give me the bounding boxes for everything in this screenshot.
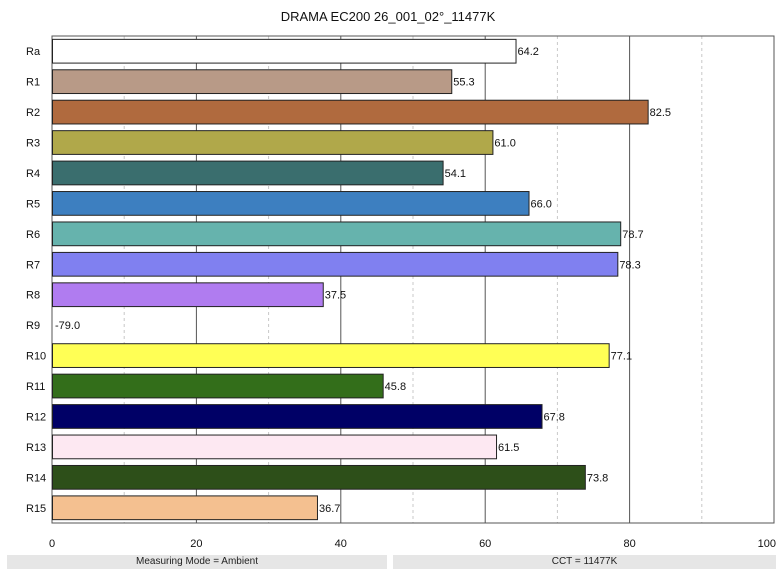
plot-frame bbox=[51, 35, 775, 524]
bar-r2 bbox=[52, 99, 649, 125]
value-label: 61.0 bbox=[494, 138, 515, 150]
measuring-mode-label: Measuring Mode = Ambient bbox=[7, 555, 387, 569]
bar-r12 bbox=[52, 404, 543, 429]
bar-r5 bbox=[52, 191, 530, 216]
category-label: R14 bbox=[26, 472, 46, 484]
bar-r15 bbox=[52, 495, 318, 521]
value-label: 36.7 bbox=[319, 503, 340, 515]
value-label: 78.7 bbox=[622, 229, 643, 241]
cct-label: CCT = 11477K bbox=[393, 555, 776, 569]
x-tick-label: 60 bbox=[479, 538, 491, 550]
bar-r14 bbox=[52, 464, 586, 490]
category-label: R5 bbox=[26, 198, 40, 210]
value-label: -79.0 bbox=[55, 320, 80, 332]
category-label: R12 bbox=[26, 411, 46, 423]
bar-ra bbox=[52, 38, 517, 64]
value-label: 54.1 bbox=[445, 168, 466, 180]
category-label: R3 bbox=[26, 138, 40, 150]
value-label: 61.5 bbox=[498, 442, 519, 454]
value-label: 37.5 bbox=[325, 290, 346, 302]
bar-r4 bbox=[52, 160, 444, 186]
value-label: 64.2 bbox=[518, 46, 539, 58]
category-label: R1 bbox=[26, 77, 40, 89]
value-label: 67.8 bbox=[544, 411, 565, 423]
bar-r1 bbox=[52, 69, 453, 95]
x-tick-label: 20 bbox=[190, 538, 202, 550]
category-label: R9 bbox=[26, 320, 40, 332]
value-label: 66.0 bbox=[531, 198, 552, 210]
category-label: R6 bbox=[26, 229, 40, 241]
bar-r8 bbox=[52, 282, 324, 308]
x-tick-label: 80 bbox=[623, 538, 635, 550]
chart-title: DRAMA EC200 26_001_02°_11477K bbox=[280, 9, 496, 24]
x-tick-label: 100 bbox=[758, 538, 776, 550]
bar-r13 bbox=[52, 434, 498, 460]
category-label: R11 bbox=[26, 381, 45, 393]
bar-r6 bbox=[52, 221, 622, 247]
category-label: R4 bbox=[26, 168, 40, 180]
value-label: 55.3 bbox=[453, 77, 474, 89]
bar-r10 bbox=[52, 343, 610, 368]
category-label: R2 bbox=[26, 107, 40, 119]
bar-r7 bbox=[52, 251, 619, 277]
category-label: R13 bbox=[26, 442, 46, 454]
value-label: 78.3 bbox=[619, 259, 640, 271]
category-label: R10 bbox=[26, 351, 46, 363]
value-label: 77.1 bbox=[611, 351, 632, 363]
value-label: 82.5 bbox=[650, 107, 671, 119]
category-label: R8 bbox=[26, 290, 40, 302]
category-label: R7 bbox=[26, 259, 40, 271]
x-tick-label: 40 bbox=[335, 538, 347, 550]
category-label: Ra bbox=[26, 46, 41, 58]
category-label: R15 bbox=[26, 503, 46, 515]
bar-r3 bbox=[52, 130, 494, 155]
x-tick-label: 0 bbox=[49, 538, 55, 550]
value-label: 45.8 bbox=[385, 381, 406, 393]
value-label: 73.8 bbox=[587, 472, 608, 484]
bar-r11 bbox=[52, 373, 384, 399]
